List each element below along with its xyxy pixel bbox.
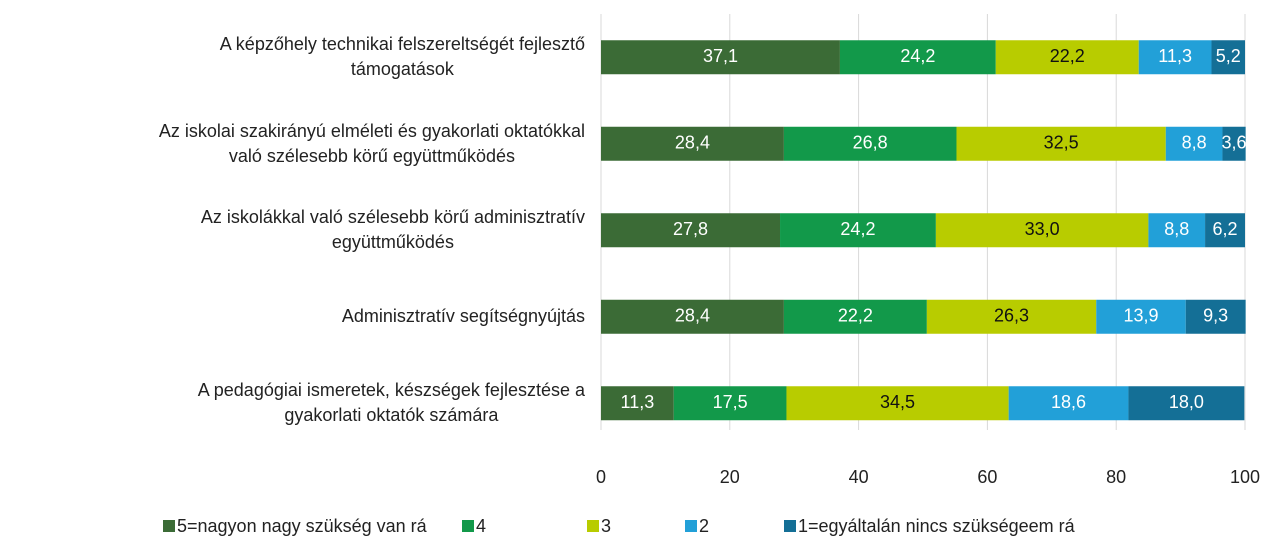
bar-segment (839, 40, 996, 75)
data-label: 17,5 (713, 392, 748, 412)
data-label: 3,6 (1222, 133, 1247, 153)
bar-segment (995, 40, 1139, 75)
data-label: 24,2 (840, 219, 875, 239)
data-label: 13,9 (1123, 306, 1158, 326)
bar-segment (780, 213, 936, 248)
category-label: Az iskolai szakirányú elméleti és gyakor… (0, 119, 585, 169)
legend-label: 1=egyáltalán nincs szükségeem rá (798, 516, 1076, 536)
category-label: Az iskolákkal való szélesebb körű admini… (0, 205, 585, 255)
x-tick-label: 20 (720, 467, 740, 487)
legend-swatch (163, 520, 175, 532)
data-label: 9,3 (1203, 306, 1228, 326)
bar-segment (1096, 299, 1186, 334)
bar-segment (601, 40, 840, 75)
data-label: 18,6 (1051, 392, 1086, 412)
bar-segment (1008, 386, 1129, 421)
data-label: 22,2 (1050, 46, 1085, 66)
data-label: 28,4 (675, 306, 710, 326)
x-tick-label: 60 (977, 467, 997, 487)
data-label: 27,8 (673, 219, 708, 239)
legend-swatch (685, 520, 697, 532)
data-label: 32,5 (1044, 133, 1079, 153)
legend-label: 4 (476, 516, 486, 536)
legend-label: 3 (601, 516, 611, 536)
data-label: 11,3 (1158, 46, 1192, 66)
bar-segment (601, 126, 784, 161)
data-label: 34,5 (880, 392, 915, 412)
bar-segment (956, 126, 1166, 161)
data-label: 26,8 (853, 133, 888, 153)
bar-segment (1128, 386, 1245, 421)
legend-swatch (784, 520, 796, 532)
data-label: 28,4 (675, 133, 710, 153)
bar-segment (935, 213, 1149, 248)
bar-segment (1222, 126, 1246, 161)
legend-label: 5=nagyon nagy szükség van rá (177, 516, 428, 536)
data-label: 22,2 (838, 306, 873, 326)
data-label: 18,0 (1169, 392, 1204, 412)
bar-segment (601, 386, 674, 421)
data-label: 6,2 (1213, 219, 1238, 239)
legend-swatch (462, 520, 474, 532)
category-text: A pedagógiai ismeretek, készségek fejles… (197, 380, 585, 426)
data-label: 24,2 (900, 46, 935, 66)
x-tick-label: 100 (1230, 467, 1260, 487)
bar-segment (783, 126, 957, 161)
data-label: 26,3 (994, 306, 1029, 326)
data-label: 5,2 (1216, 46, 1241, 66)
data-label: 8,8 (1164, 219, 1189, 239)
bar-segment (673, 386, 787, 421)
category-text: Az iskolákkal való szélesebb körű admini… (200, 207, 585, 253)
data-label: 11,3 (621, 392, 655, 412)
bar-segment (601, 299, 784, 334)
legend-swatch (587, 520, 599, 532)
bar-segment (1211, 40, 1245, 75)
category-label: Adminisztratív segítségnyújtás (0, 304, 585, 329)
category-label: A pedagógiai ismeretek, készségek fejles… (0, 378, 585, 428)
category-text: Az iskolai szakirányú elméleti és gyakor… (158, 120, 585, 166)
data-label: 37,1 (703, 46, 738, 66)
bar-segment (1205, 213, 1245, 248)
legend-label: 2 (699, 516, 709, 536)
data-label: 33,0 (1025, 219, 1060, 239)
bar-segment (786, 386, 1009, 421)
bar-segment (601, 213, 781, 248)
data-label: 8,8 (1182, 133, 1207, 153)
category-text: A képzőhely technikai felszereltségét fe… (219, 34, 585, 80)
x-tick-label: 80 (1106, 467, 1126, 487)
bar-segment (926, 299, 1097, 334)
x-tick-label: 40 (849, 467, 869, 487)
category-label: A képzőhely technikai felszereltségét fe… (0, 32, 585, 82)
category-text: Adminisztratív segítségnyújtás (341, 306, 585, 327)
bar-segment (1148, 213, 1206, 248)
bar-segment (1165, 126, 1223, 161)
bar-segment (783, 299, 927, 334)
x-tick-label: 0 (596, 467, 606, 487)
bar-segment (1185, 299, 1246, 334)
bar-segment (1138, 40, 1212, 75)
